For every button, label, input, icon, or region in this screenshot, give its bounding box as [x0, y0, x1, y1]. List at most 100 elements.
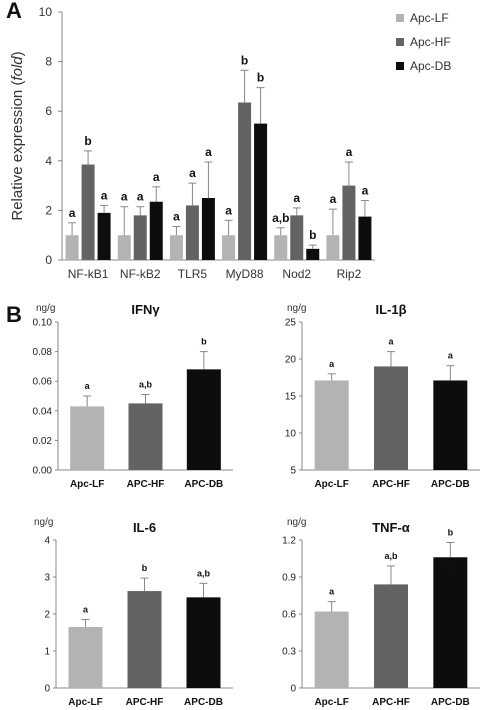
- significance-letter: b: [84, 134, 91, 148]
- y-tick-label: 0: [44, 684, 50, 695]
- x-tick-label: NF-kB2: [120, 267, 161, 281]
- x-tick-label: MyD88: [226, 267, 264, 281]
- y-tick-label: 15: [285, 392, 297, 403]
- significance-letter: a: [69, 206, 76, 220]
- legend-label: Apc-LF: [410, 11, 449, 25]
- significance-letter: a: [101, 188, 108, 202]
- chart-title: IFNγ: [131, 302, 160, 317]
- y-tick-label: 4: [44, 536, 50, 547]
- significance-letter: a: [121, 190, 128, 204]
- bar-apc-lf: [169, 235, 183, 260]
- y-axis-title: Relative expression (fold): [9, 51, 26, 220]
- bar-apc-lf: [326, 235, 340, 260]
- significance-letter: a,b: [272, 211, 289, 225]
- x-tick-label: APC-HF: [127, 479, 165, 490]
- bar-apc-db: [254, 123, 268, 260]
- bar-apc-db: [201, 198, 215, 260]
- unit-label: ng/g: [287, 303, 306, 314]
- bar-apc-lf: [117, 235, 131, 260]
- bar-apc-db: [97, 212, 111, 260]
- panel-label-a: A: [6, 0, 22, 23]
- bar-apc-hf: [127, 591, 162, 688]
- panel-label-b: B: [6, 302, 22, 327]
- significance-letter: b: [241, 53, 248, 67]
- significance-letter: b: [257, 71, 264, 85]
- unit-label: ng/g: [36, 303, 55, 314]
- y-tick-label: 0.9: [282, 573, 296, 584]
- significance-letter: a,b: [197, 568, 211, 578]
- significance-letter: a: [137, 190, 144, 204]
- x-tick-label: APC-HF: [126, 697, 164, 708]
- significance-letter: b: [309, 228, 316, 242]
- x-tick-label: APC-DB: [431, 479, 470, 490]
- y-tick-label: 3: [44, 573, 50, 584]
- significance-letter: a: [83, 605, 89, 615]
- bar-apc-hf: [185, 205, 199, 260]
- significance-letter: a: [329, 359, 335, 369]
- bar-apc-lf: [70, 406, 105, 470]
- bar-apc-hf: [128, 403, 163, 470]
- chart-title: IL-1β: [375, 302, 406, 317]
- bar-apc-hf: [374, 366, 408, 470]
- significance-letter: a: [329, 587, 335, 597]
- chart-title: TNF-α: [372, 520, 410, 535]
- y-tick-label: 25: [285, 318, 297, 329]
- significance-letter: a: [448, 351, 454, 361]
- y-tick-label: 1: [44, 647, 50, 658]
- significance-letter: a: [362, 183, 369, 197]
- y-tick-label: 0.08: [33, 347, 53, 358]
- significance-letter: a: [330, 192, 337, 206]
- y-tick-label: 0.06: [33, 377, 53, 388]
- x-tick-label: APC-HF: [372, 479, 410, 490]
- y-tick-label: 0.00: [33, 466, 53, 477]
- significance-letter: a: [346, 145, 353, 159]
- y-tick-label: 0: [290, 684, 296, 695]
- y-tick-label: 2: [45, 203, 52, 217]
- legend-swatch: [396, 38, 404, 46]
- x-tick-label: APC-DB: [431, 697, 470, 708]
- y-tick-label: 0.02: [33, 436, 53, 447]
- y-tick-label: 8: [45, 55, 52, 69]
- bar-apc-db: [358, 216, 372, 260]
- bar-apc-lf: [68, 626, 103, 688]
- y-tick-label: 10: [285, 429, 297, 440]
- y-tick-label: 20: [285, 355, 297, 366]
- bar-apc-lf: [222, 235, 236, 260]
- significance-letter: a: [205, 145, 212, 159]
- significance-letter: a: [388, 337, 394, 347]
- bar-apc-hf: [133, 215, 147, 260]
- bar-apc-hf: [290, 215, 304, 260]
- significance-letter: a: [173, 210, 180, 224]
- x-tick-label: APC-HF: [372, 697, 410, 708]
- y-tick-label: 0.04: [33, 406, 53, 417]
- overlap-letter: a,b: [444, 561, 458, 571]
- bar-apc-lf: [314, 611, 349, 688]
- significance-letter: b: [142, 563, 148, 573]
- bar-apc-db: [433, 557, 468, 688]
- y-tick-label: 0: [45, 253, 52, 267]
- x-tick-label: NF-kB1: [68, 267, 109, 281]
- x-tick-label: Apc-LF: [70, 479, 104, 490]
- significance-letter: b: [201, 337, 207, 347]
- x-tick-label: Apc-LF: [314, 479, 348, 490]
- bar-apc-db: [186, 369, 221, 470]
- y-tick-label: 0.10: [33, 318, 53, 329]
- chart-title: IL-6: [133, 520, 156, 535]
- bar-apc-lf: [274, 235, 288, 260]
- x-tick-label: APC-DB: [184, 697, 223, 708]
- significance-letter: a: [293, 191, 300, 205]
- x-tick-label: Apc-LF: [68, 697, 102, 708]
- significance-letter: a: [225, 203, 232, 217]
- unit-label: ng/g: [34, 517, 53, 528]
- y-tick-label: 0.6: [282, 610, 296, 621]
- x-tick-label: TLR5: [178, 267, 208, 281]
- x-tick-label: Apc-LF: [314, 697, 348, 708]
- x-tick-label: Nod2: [282, 267, 311, 281]
- bar-apc-hf: [374, 584, 408, 688]
- bar-apc-db: [306, 248, 320, 260]
- y-tick-label: 1.2: [282, 536, 296, 547]
- y-tick-label: 2: [44, 610, 50, 621]
- significance-letter: a: [85, 381, 91, 391]
- bar-apc-hf: [342, 185, 356, 260]
